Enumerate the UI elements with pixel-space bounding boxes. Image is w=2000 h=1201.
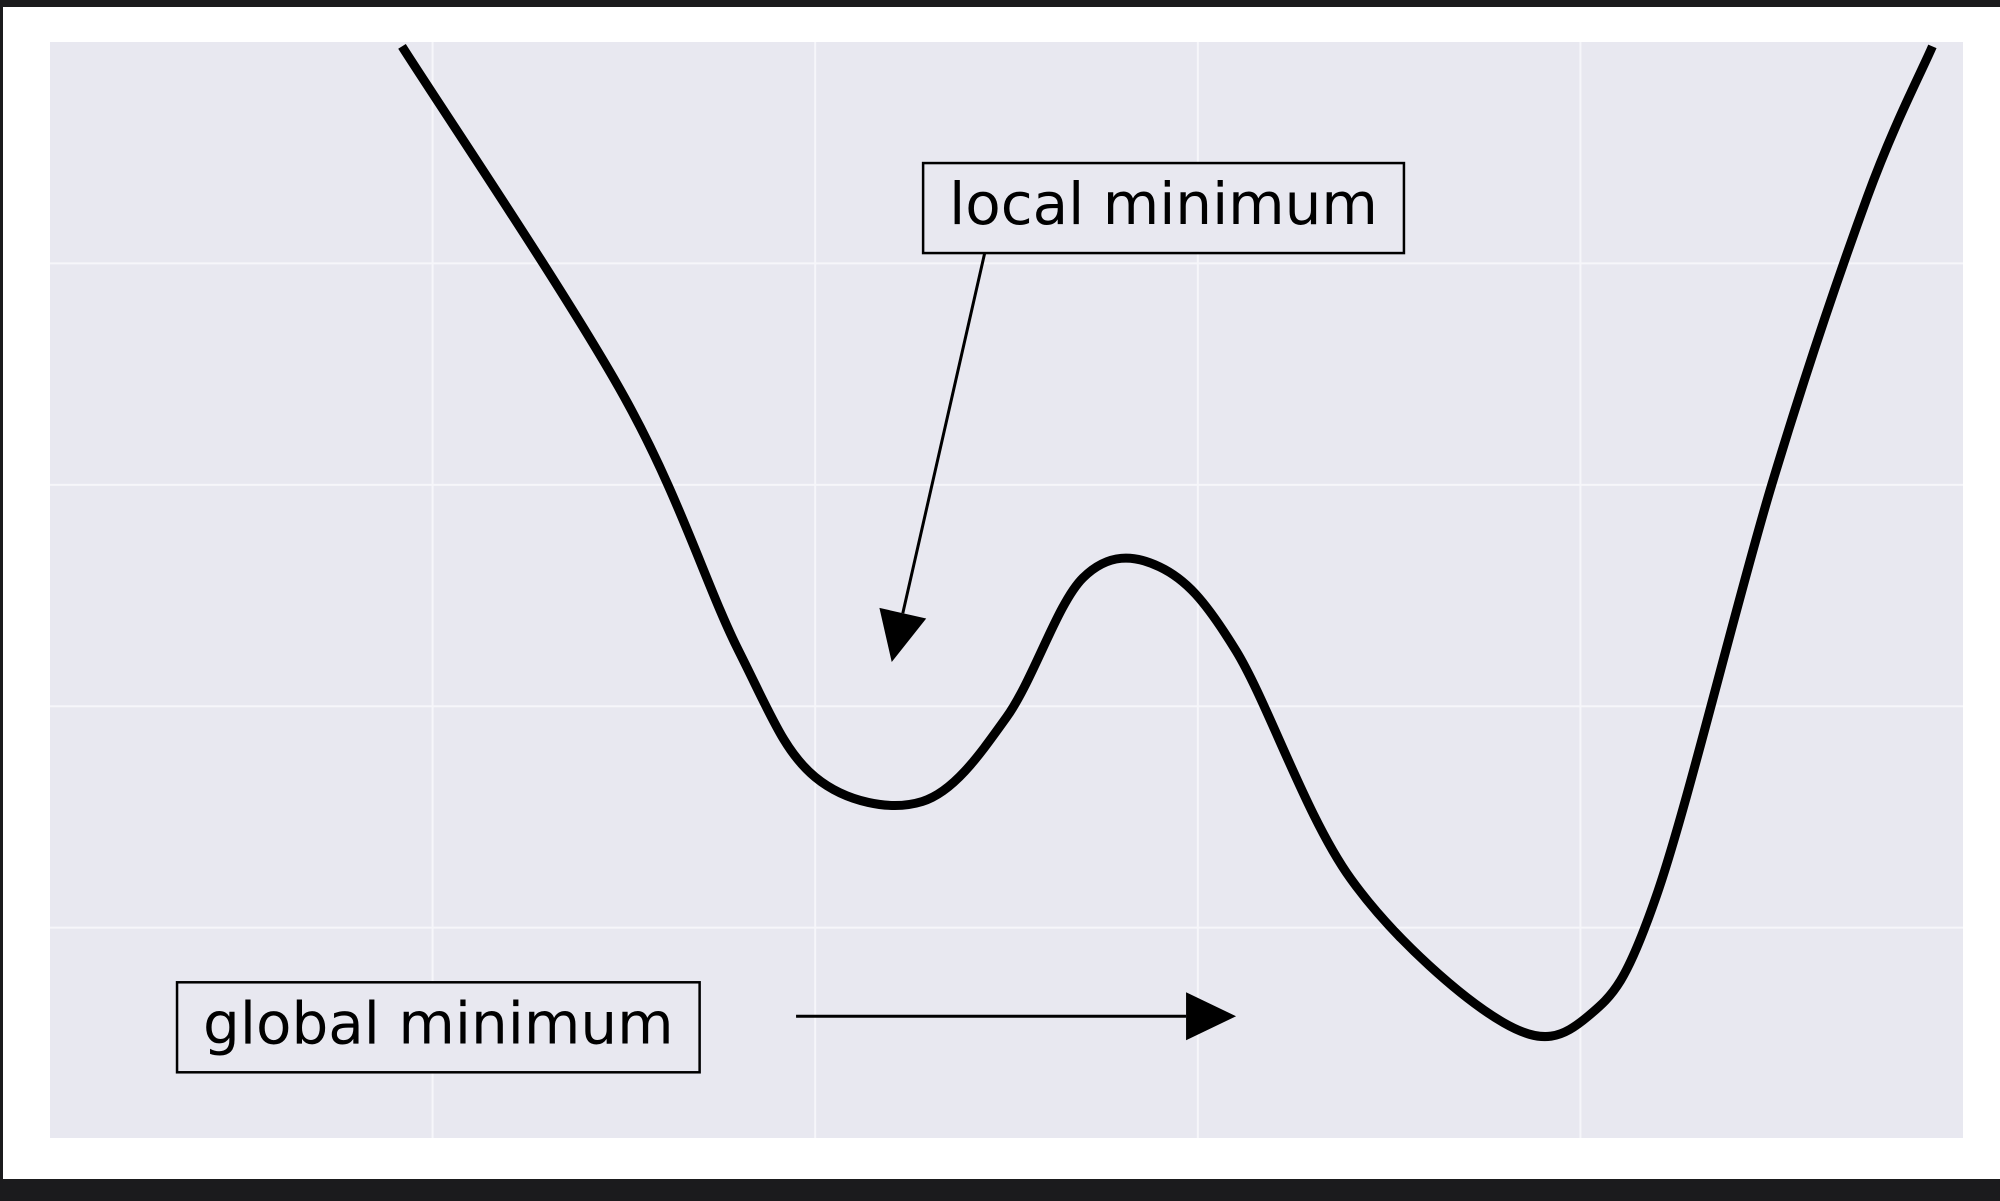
annotation-box [921, 161, 1406, 255]
annotation-arrowhead [879, 607, 927, 662]
annotation-arrowhead [1186, 992, 1237, 1041]
annotation-arrow-shaft [901, 240, 989, 614]
series-line-0 [398, 43, 1937, 1042]
annotation-label: global minimum [203, 989, 674, 1057]
annotation-0: local minimum [879, 161, 1406, 662]
annotation-box [175, 981, 701, 1074]
grid-lines [50, 42, 1963, 1138]
curve-layer [398, 43, 1937, 1042]
annotation-1: global minimum [175, 981, 1237, 1074]
annotation-layer: local minimum global minimum [175, 161, 1406, 1074]
annotation-label: local minimum [949, 170, 1378, 238]
